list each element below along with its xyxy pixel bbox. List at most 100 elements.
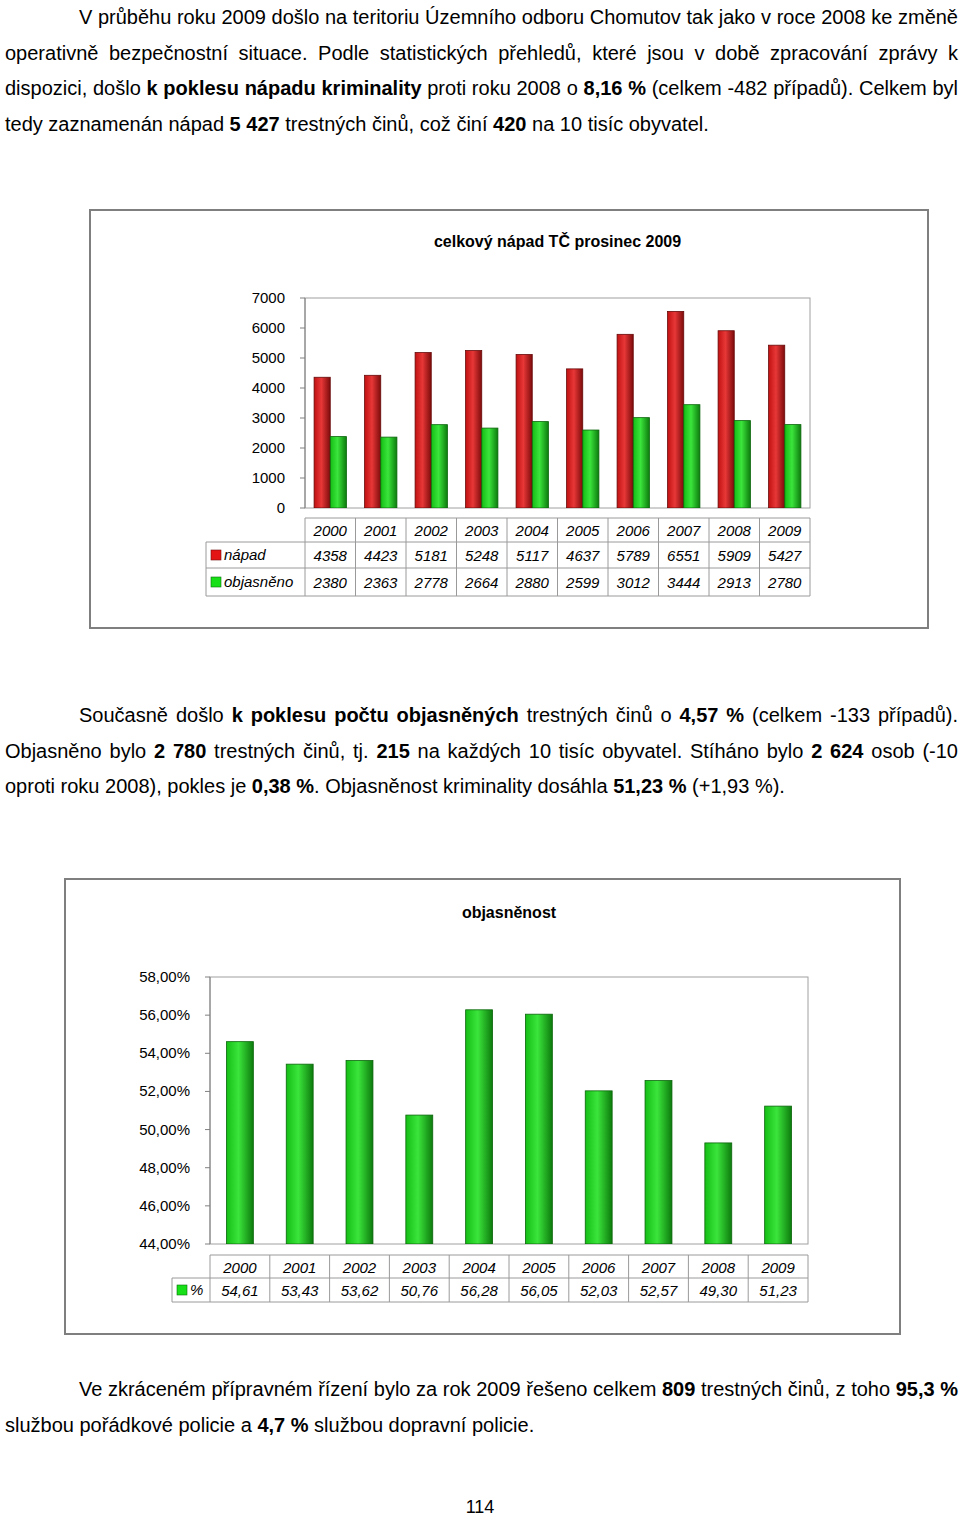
- table-value: 51,23: [759, 1282, 797, 1299]
- bar: [365, 375, 381, 508]
- bar: [633, 418, 649, 508]
- bold-text: 2 780: [154, 740, 206, 762]
- table-value: 4637: [566, 547, 600, 564]
- table-line: [748, 1255, 749, 1302]
- table-line: [456, 518, 457, 596]
- table-value: 5789: [617, 547, 651, 564]
- legend-entry: objasněno: [211, 573, 293, 590]
- table-value: 4423: [364, 547, 398, 564]
- bold-text: 0,38 %: [252, 775, 314, 797]
- legend-swatch: [211, 550, 221, 560]
- x-tick-label: 2004: [515, 522, 549, 539]
- table-value: 3444: [667, 574, 700, 591]
- text-run: na 10 tisíc obyvatel.: [526, 113, 708, 135]
- y-tick-label: 44,00%: [139, 1235, 190, 1252]
- bar: [585, 1091, 612, 1244]
- table-line: [810, 518, 811, 596]
- y-tick: [300, 298, 305, 299]
- text-run: trestných činů o: [519, 704, 680, 726]
- y-tick-label: 0: [277, 499, 285, 516]
- table-line: [509, 1255, 510, 1302]
- bars: [314, 311, 801, 508]
- bold-text: 8,16 %: [584, 77, 646, 99]
- x-tick-label: 2001: [282, 1259, 316, 1276]
- table-line: [329, 1255, 330, 1302]
- legend-swatch: [177, 1285, 187, 1295]
- table-line: [172, 1278, 808, 1279]
- x-tick-label: 2008: [701, 1259, 736, 1276]
- y-tick: [205, 977, 210, 978]
- chart: objasněnost44,00%46,00%48,00%50,00%52,00…: [64, 878, 901, 1335]
- bar: [314, 377, 330, 508]
- table-line: [507, 518, 508, 596]
- y-tick: [205, 1053, 210, 1054]
- y-tick: [205, 1205, 210, 1206]
- y-axis: [305, 298, 306, 508]
- text-run: . Objasněnost kriminality dosáhla: [314, 775, 613, 797]
- bold-text: 809: [662, 1378, 695, 1400]
- y-tick-label: 50,00%: [139, 1121, 190, 1138]
- legend-entry: %: [177, 1281, 203, 1298]
- y-tick-label: 56,00%: [139, 1006, 190, 1023]
- bold-text: 95,3 %: [896, 1378, 958, 1400]
- bar: [330, 437, 346, 508]
- text-run: Ve zkráceném přípravném řízení bylo za r…: [79, 1378, 662, 1400]
- table-value: 52,03: [580, 1282, 618, 1299]
- y-tick: [300, 328, 305, 329]
- x-tick-label: 2002: [342, 1259, 377, 1276]
- table-line: [759, 518, 760, 596]
- table-line: [206, 596, 810, 597]
- table-value: 4358: [314, 547, 348, 564]
- table-line: [206, 542, 810, 543]
- y-tick-label: 46,00%: [139, 1197, 190, 1214]
- text-run: na každých 10 tisíc obyvatel. Stíháno by…: [410, 740, 811, 762]
- table-line: [355, 518, 356, 596]
- table-value: 5181: [415, 547, 448, 564]
- table-value: 56,28: [460, 1282, 498, 1299]
- table-line: [658, 518, 659, 596]
- table-line: [210, 1255, 211, 1302]
- paragraph: V průběhu roku 2009 došlo na teritoriu Ú…: [5, 0, 958, 142]
- bold-text: k poklesu počtu objasněných: [232, 704, 519, 726]
- x-tick-label: 2004: [461, 1259, 495, 1276]
- table-value: 2664: [464, 574, 498, 591]
- bold-text: k poklesu nápadu kriminality: [147, 77, 422, 99]
- bold-text: 215: [376, 740, 409, 762]
- table-value: 3012: [617, 574, 651, 591]
- table-line: [709, 518, 710, 596]
- x-tick-label: 2003: [464, 522, 499, 539]
- x-tick-label: 2005: [565, 522, 600, 539]
- y-tick-label: 54,00%: [139, 1044, 190, 1061]
- text-run: proti roku 2008 o: [422, 77, 584, 99]
- text-run: Současně došlo: [79, 704, 232, 726]
- y-tick-label: 5000: [252, 349, 285, 366]
- bar: [525, 1014, 552, 1244]
- bar: [567, 369, 583, 508]
- data-table: 2000200120022003200420052006200720082009…: [172, 1255, 808, 1302]
- x-tick-label: 2009: [767, 522, 802, 539]
- table-value: 50,76: [401, 1282, 439, 1299]
- table-value: 53,62: [341, 1282, 379, 1299]
- table-line: [269, 1255, 270, 1302]
- chart: celkový nápad TČ prosinec 20090100020003…: [89, 209, 929, 629]
- table-value: 5427: [768, 547, 802, 564]
- chart-title: objasněnost: [462, 904, 557, 921]
- y-tick-label: 4000: [252, 379, 285, 396]
- paragraph: Ve zkráceném přípravném řízení bylo za r…: [5, 1372, 958, 1443]
- text-run: službou pořádkové policie a: [5, 1414, 257, 1436]
- y-tick: [205, 1167, 210, 1168]
- bold-text: 5 427: [230, 113, 280, 135]
- legend-label: objasněno: [224, 573, 293, 590]
- x-tick-label: 2005: [521, 1259, 556, 1276]
- chart-frame: [90, 210, 928, 628]
- table-line: [808, 1255, 809, 1302]
- x-tick-label: 2000: [313, 522, 348, 539]
- bar: [734, 421, 750, 508]
- bar: [583, 430, 599, 508]
- bold-text: 420: [493, 113, 526, 135]
- x-tick-label: 2000: [222, 1259, 257, 1276]
- legend-swatch: [211, 577, 221, 587]
- text-run: trestných činů, z toho: [695, 1378, 895, 1400]
- table-line: [557, 518, 558, 596]
- table-value: 2913: [717, 574, 752, 591]
